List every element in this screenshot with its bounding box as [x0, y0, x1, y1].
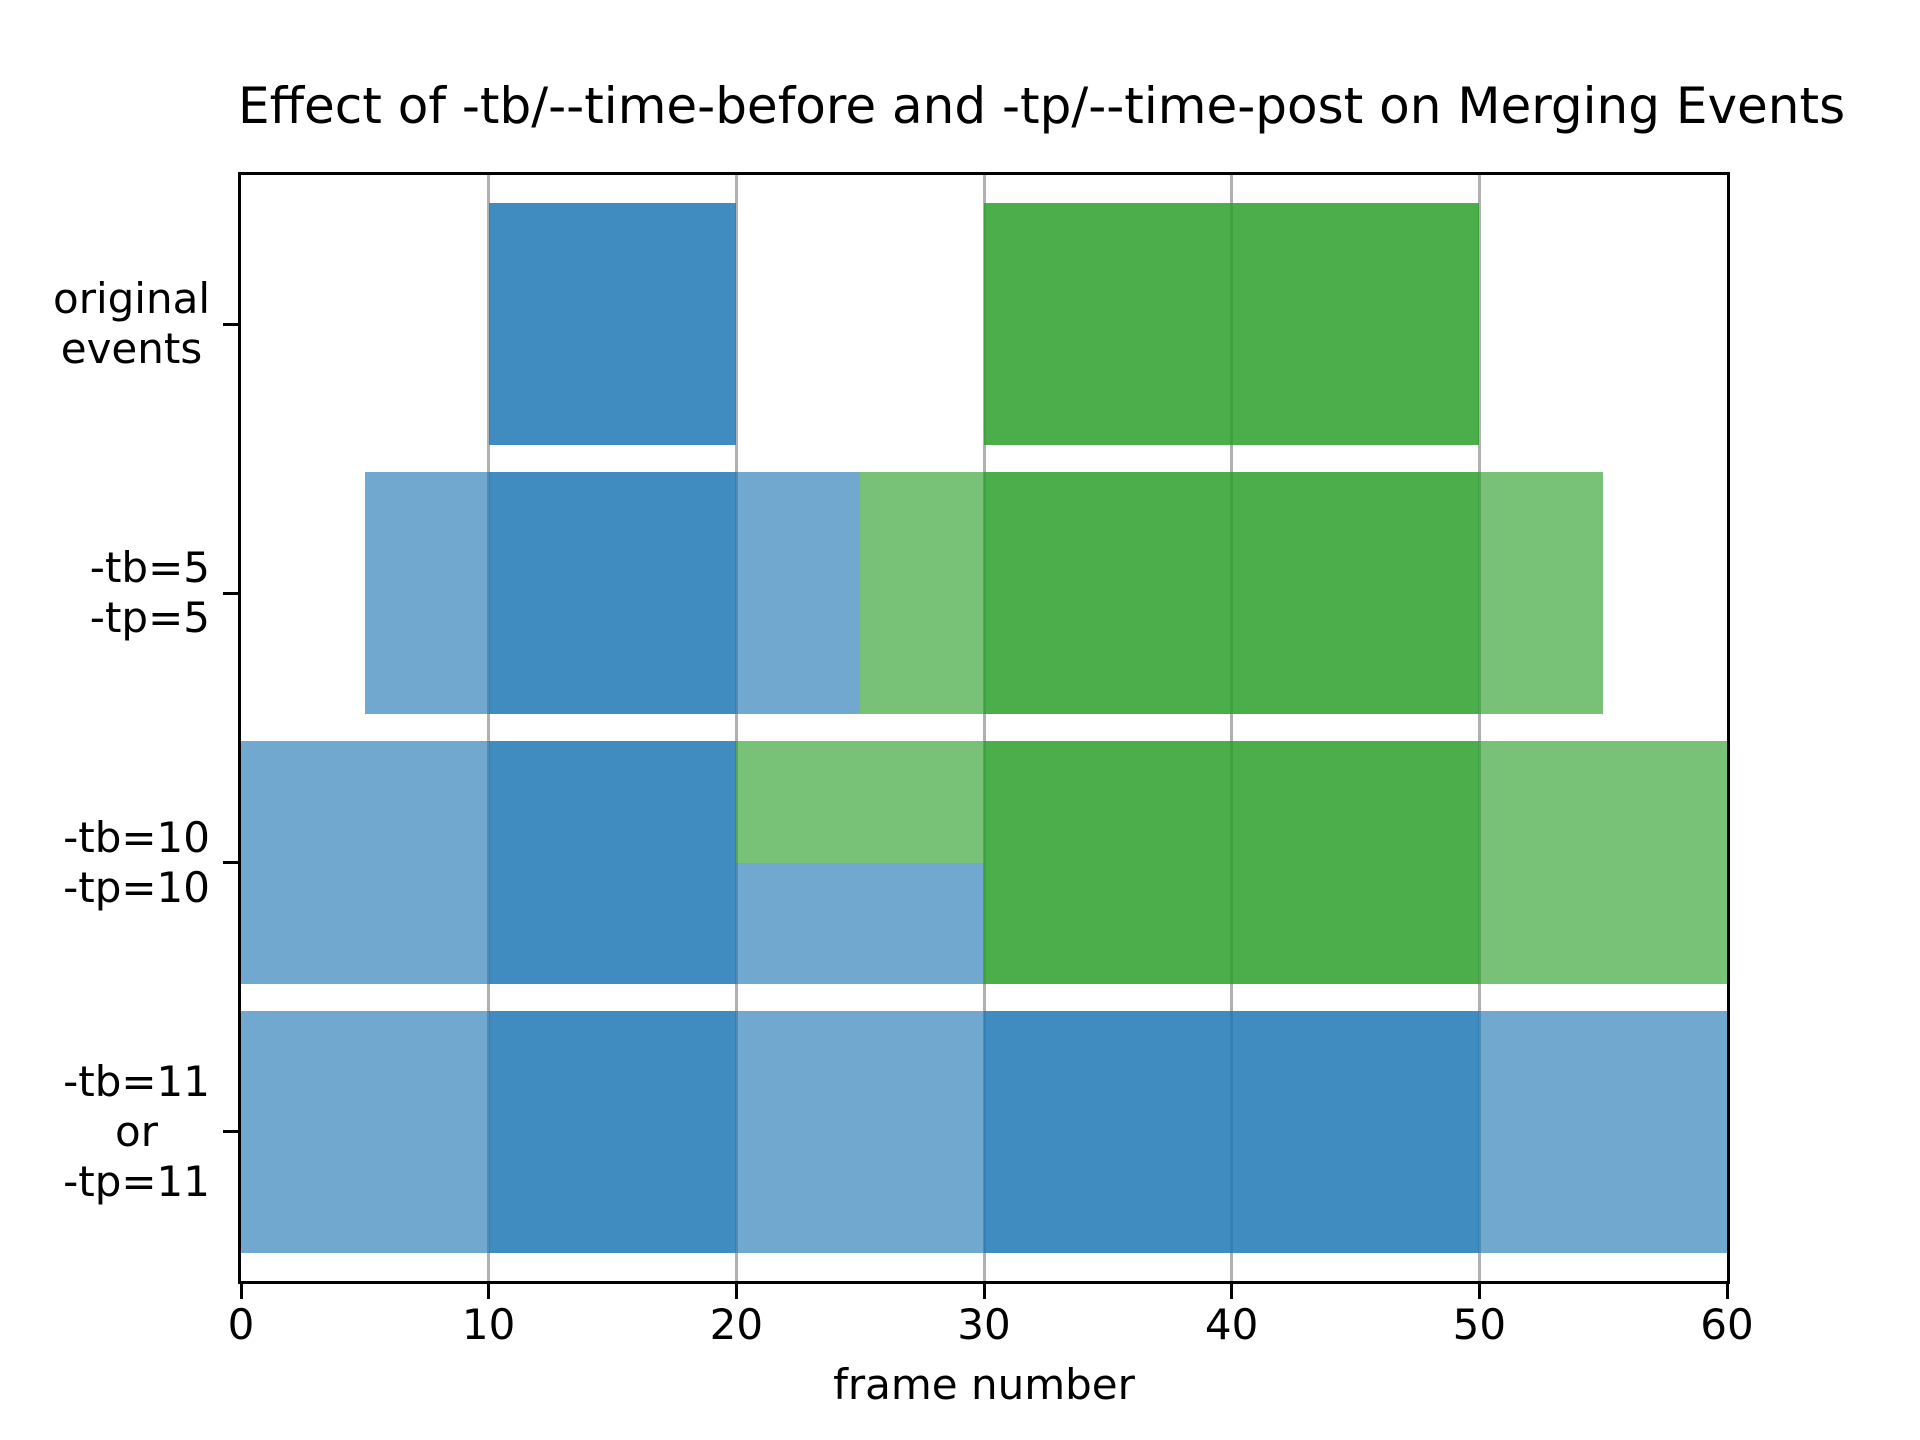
x-tick-mark	[1477, 1284, 1481, 1299]
bar--tb=5-green-solid	[984, 472, 1480, 715]
y-tick-label-line: -tp=10	[63, 862, 210, 912]
x-tick-mark	[734, 1284, 738, 1299]
x-tick-label: 50	[1452, 1300, 1507, 1349]
bar--tb=10-blue-light	[736, 862, 984, 984]
x-tick-label: 0	[227, 1300, 255, 1349]
bar--tb=5-blue-light	[736, 472, 861, 715]
y-tick-mark	[223, 322, 238, 326]
y-tick-label-line: -tb=5	[89, 543, 210, 593]
y-tick-label-line: or	[115, 1106, 159, 1156]
bar-original-green-solid	[984, 202, 1480, 446]
plot-area	[238, 172, 1730, 1284]
y-tick-mark	[223, 861, 238, 865]
y-tick-label: -tb=11 or -tp=11	[63, 1057, 210, 1207]
gridline	[734, 175, 738, 1281]
y-tick-label: -tb=5 -tp=5	[90, 543, 210, 643]
x-tick-label: 60	[1700, 1300, 1754, 1349]
y-tick-mark	[223, 591, 238, 595]
y-tick-label: original events	[53, 274, 210, 374]
y-tick-mark	[223, 1130, 238, 1134]
bar--tb=5-green-light	[1479, 472, 1604, 715]
x-tick-mark	[982, 1284, 986, 1299]
x-tick-mark	[239, 1284, 243, 1299]
y-tick-label-line: original	[53, 274, 210, 324]
gridline	[1477, 175, 1481, 1281]
bar--tb=10-green-light	[1479, 741, 1727, 984]
bar--tb=10-green-light	[736, 741, 984, 863]
x-tick-label: 30	[957, 1300, 1011, 1349]
bar--tb=10-blue-light	[241, 741, 489, 984]
gridline	[982, 175, 986, 1281]
gridline	[487, 175, 491, 1281]
bar--tb=11-blue-solid	[488, 1010, 737, 1253]
x-tick-mark	[1230, 1284, 1234, 1299]
x-tick-label: 10	[461, 1300, 516, 1349]
x-axis-label: frame number	[833, 1360, 1135, 1409]
y-tick-label-line: events	[60, 324, 203, 374]
bar--tb=11-blue-light	[241, 1010, 489, 1253]
bar--tb=10-blue-solid	[488, 741, 737, 984]
y-tick-label-line: -tp=11	[63, 1156, 210, 1206]
x-tick-mark	[1725, 1284, 1729, 1299]
y-tick-label-line: -tb=11	[63, 1056, 210, 1106]
gridline	[1230, 175, 1234, 1281]
bar-original-blue-solid	[488, 202, 737, 446]
y-tick-label-line: -tp=5	[89, 593, 210, 643]
x-tick-mark	[487, 1284, 491, 1299]
bar--tb=5-green-light	[860, 472, 984, 715]
x-tick-label: 40	[1204, 1300, 1259, 1349]
bar--tb=5-blue-solid	[488, 472, 737, 715]
y-tick-label-line: -tb=10	[63, 812, 210, 862]
plot-inner	[241, 175, 1727, 1281]
y-tick-label: -tb=10 -tp=10	[63, 813, 210, 913]
bar--tb=11-blue-light	[736, 1010, 984, 1253]
bar--tb=5-blue-light	[364, 472, 489, 715]
bar--tb=10-green-solid	[984, 741, 1480, 984]
bar--tb=11-blue-light	[1479, 1010, 1727, 1253]
bar--tb=11-blue-solid	[984, 1010, 1480, 1253]
x-tick-label: 20	[709, 1300, 764, 1349]
chart-title: Effect of -tb/--time-before and -tp/--ti…	[238, 77, 1846, 135]
